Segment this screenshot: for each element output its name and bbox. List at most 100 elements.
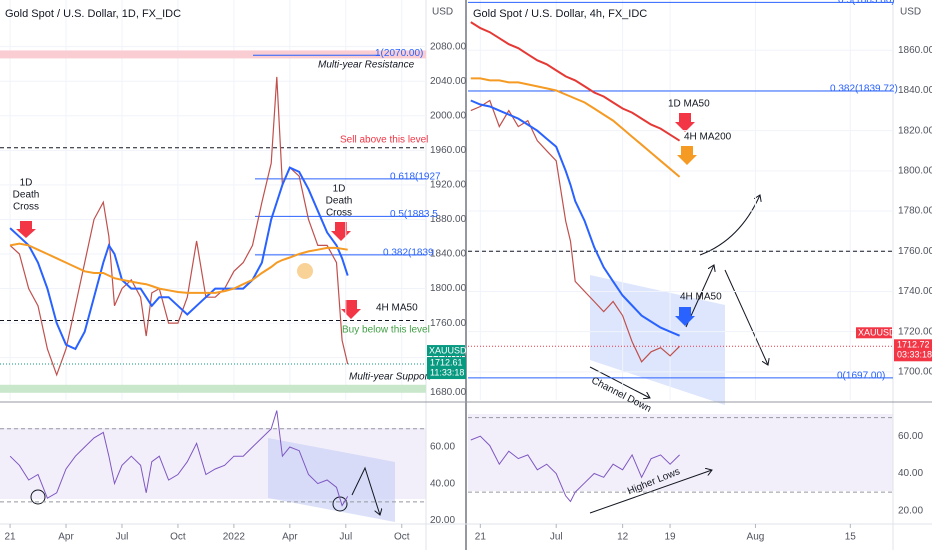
rsi-tick-label: 60.00 — [430, 442, 455, 453]
x-tick-label: 21 — [475, 532, 487, 543]
highlight — [297, 263, 313, 279]
annotation: 1D — [333, 184, 346, 195]
y-tick-label: 2040.00 — [430, 76, 467, 87]
rsi-tick-label: 20.00 — [430, 515, 455, 526]
level-band — [0, 50, 426, 59]
x-tick-label: Jul — [550, 532, 563, 543]
x-tick-label: Oct — [170, 532, 186, 543]
fib-label: 0.5(1883.80) — [838, 0, 895, 6]
price-line — [9, 166, 349, 351]
price-pane — [468, 0, 893, 400]
y-tick-label: 1880.00 — [430, 214, 467, 225]
x-tick-label: Apr — [58, 532, 74, 543]
rsi-line — [470, 435, 680, 503]
price-line — [9, 76, 349, 377]
annotation: 1D — [20, 178, 33, 189]
fib-label: 1(2070.00) — [375, 48, 423, 59]
price-label: 1712.61 — [430, 357, 463, 367]
x-tick-label: 15 — [845, 532, 857, 543]
currency-label: USD — [900, 7, 921, 18]
annotation: Buy below this level — [342, 325, 430, 336]
fib-label: 0(1697.00) — [837, 371, 885, 382]
y-tick-label: 1720.00 — [898, 326, 932, 337]
annotation: Death — [13, 190, 40, 201]
rsi-tick-label: 40.00 — [898, 468, 923, 479]
signal-arrow — [675, 307, 695, 326]
y-tick-label: 1800.00 — [430, 283, 467, 294]
price-line — [470, 99, 680, 337]
annotation: 4H MA200 — [684, 132, 732, 143]
y-tick-label: 1680.00 — [430, 387, 467, 398]
annotation: 4H MA50 — [680, 292, 722, 303]
y-tick-label: 1700.00 — [898, 366, 932, 377]
x-tick-label: 2022 — [223, 532, 246, 543]
price-pane — [0, 0, 426, 400]
x-tick-label: 12 — [617, 532, 629, 543]
annotation: Death — [326, 196, 353, 207]
annotation: Cross — [13, 202, 39, 213]
annotation: 1D MA50 — [668, 99, 710, 110]
y-tick-label: 1860.00 — [898, 45, 932, 56]
rsi-tick-label: 60.00 — [898, 431, 923, 442]
annotation: Multi-year Support — [349, 372, 432, 383]
y-tick-label: 2000.00 — [430, 110, 467, 121]
x-tick-label: Jul — [116, 532, 129, 543]
y-tick-label: 1920.00 — [430, 180, 467, 191]
fib-label: 0.382(1839 — [383, 248, 434, 259]
symbol-tag — [856, 327, 892, 339]
x-tick-label: 21 — [5, 532, 17, 543]
y-tick-label: 2080.00 — [430, 41, 467, 52]
annotation: Sell above this level — [340, 135, 428, 146]
price-line — [470, 21, 681, 142]
chart-title: Gold Spot / U.S. Dollar, 1D, FX_IDC — [5, 8, 181, 20]
fib-label: 0.618(1927 — [390, 171, 441, 182]
y-tick-label: 1840.00 — [898, 85, 932, 96]
timer-label: 11:33:18 — [430, 367, 464, 377]
annotation: Multi-year Resistance — [318, 60, 415, 71]
rsi-circle — [30, 489, 46, 505]
price-tag — [427, 357, 466, 380]
y-tick-label: 1960.00 — [430, 145, 467, 156]
annotation: Cross — [326, 208, 352, 219]
y-tick-label: 1840.00 — [430, 249, 467, 260]
trend-arrow — [589, 470, 712, 514]
x-tick-label: Jul — [339, 532, 352, 543]
y-tick-label: 1820.00 — [898, 125, 932, 136]
annotation: 4H MA50 — [376, 303, 418, 314]
price-line — [9, 242, 348, 294]
timer-label: 03:33:18 — [897, 350, 932, 360]
x-tick-label: 19 — [665, 532, 677, 543]
symbol-label: XAUUSD — [429, 345, 467, 355]
level-band — [0, 384, 426, 393]
fib-label: 0.382(1839.72) — [830, 84, 898, 95]
y-tick-label: 1740.00 — [898, 286, 932, 297]
fib-label: 0.5(1883.5 — [390, 209, 438, 220]
price-line — [470, 77, 681, 178]
symbol-label: XAUUSD — [858, 328, 896, 338]
rsi-tick-label: 40.00 — [430, 478, 455, 489]
x-tick-label: Oct — [394, 532, 410, 543]
price-channel — [590, 275, 725, 405]
signal-arrow — [16, 221, 36, 238]
signal-arrow — [675, 113, 695, 132]
rsi-tick-label: 20.00 — [898, 505, 923, 516]
y-tick-label: 1780.00 — [898, 206, 932, 217]
y-tick-label: 1760.00 — [430, 318, 467, 329]
rsi-channel — [268, 438, 395, 522]
currency-label: USD — [432, 7, 453, 18]
x-tick-label: Aug — [747, 532, 765, 543]
projection-arrow — [724, 269, 768, 365]
chart-title: Gold Spot / U.S. Dollar, 4h, FX_IDC — [473, 8, 647, 20]
y-tick-label: 1760.00 — [898, 246, 932, 257]
price-label: 1712.72 — [897, 340, 930, 350]
y-tick-label: 1800.00 — [898, 165, 932, 176]
x-tick-label: Apr — [282, 532, 298, 543]
projection-arrow — [351, 466, 380, 515]
rsi-line — [9, 410, 349, 507]
symbol-tag — [427, 345, 465, 357]
rsi-band-fill — [468, 414, 893, 491]
signal-arrow — [677, 146, 697, 165]
price-tag — [894, 339, 932, 362]
